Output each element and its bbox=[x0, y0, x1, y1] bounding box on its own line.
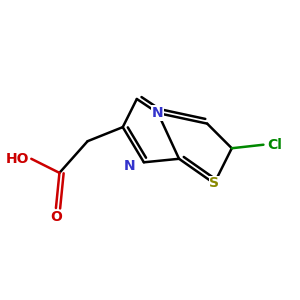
Text: Cl: Cl bbox=[267, 138, 282, 152]
Text: O: O bbox=[50, 210, 62, 224]
Text: HO: HO bbox=[6, 152, 29, 166]
Text: N: N bbox=[152, 106, 164, 120]
Text: N: N bbox=[123, 159, 135, 173]
Text: S: S bbox=[209, 176, 219, 190]
